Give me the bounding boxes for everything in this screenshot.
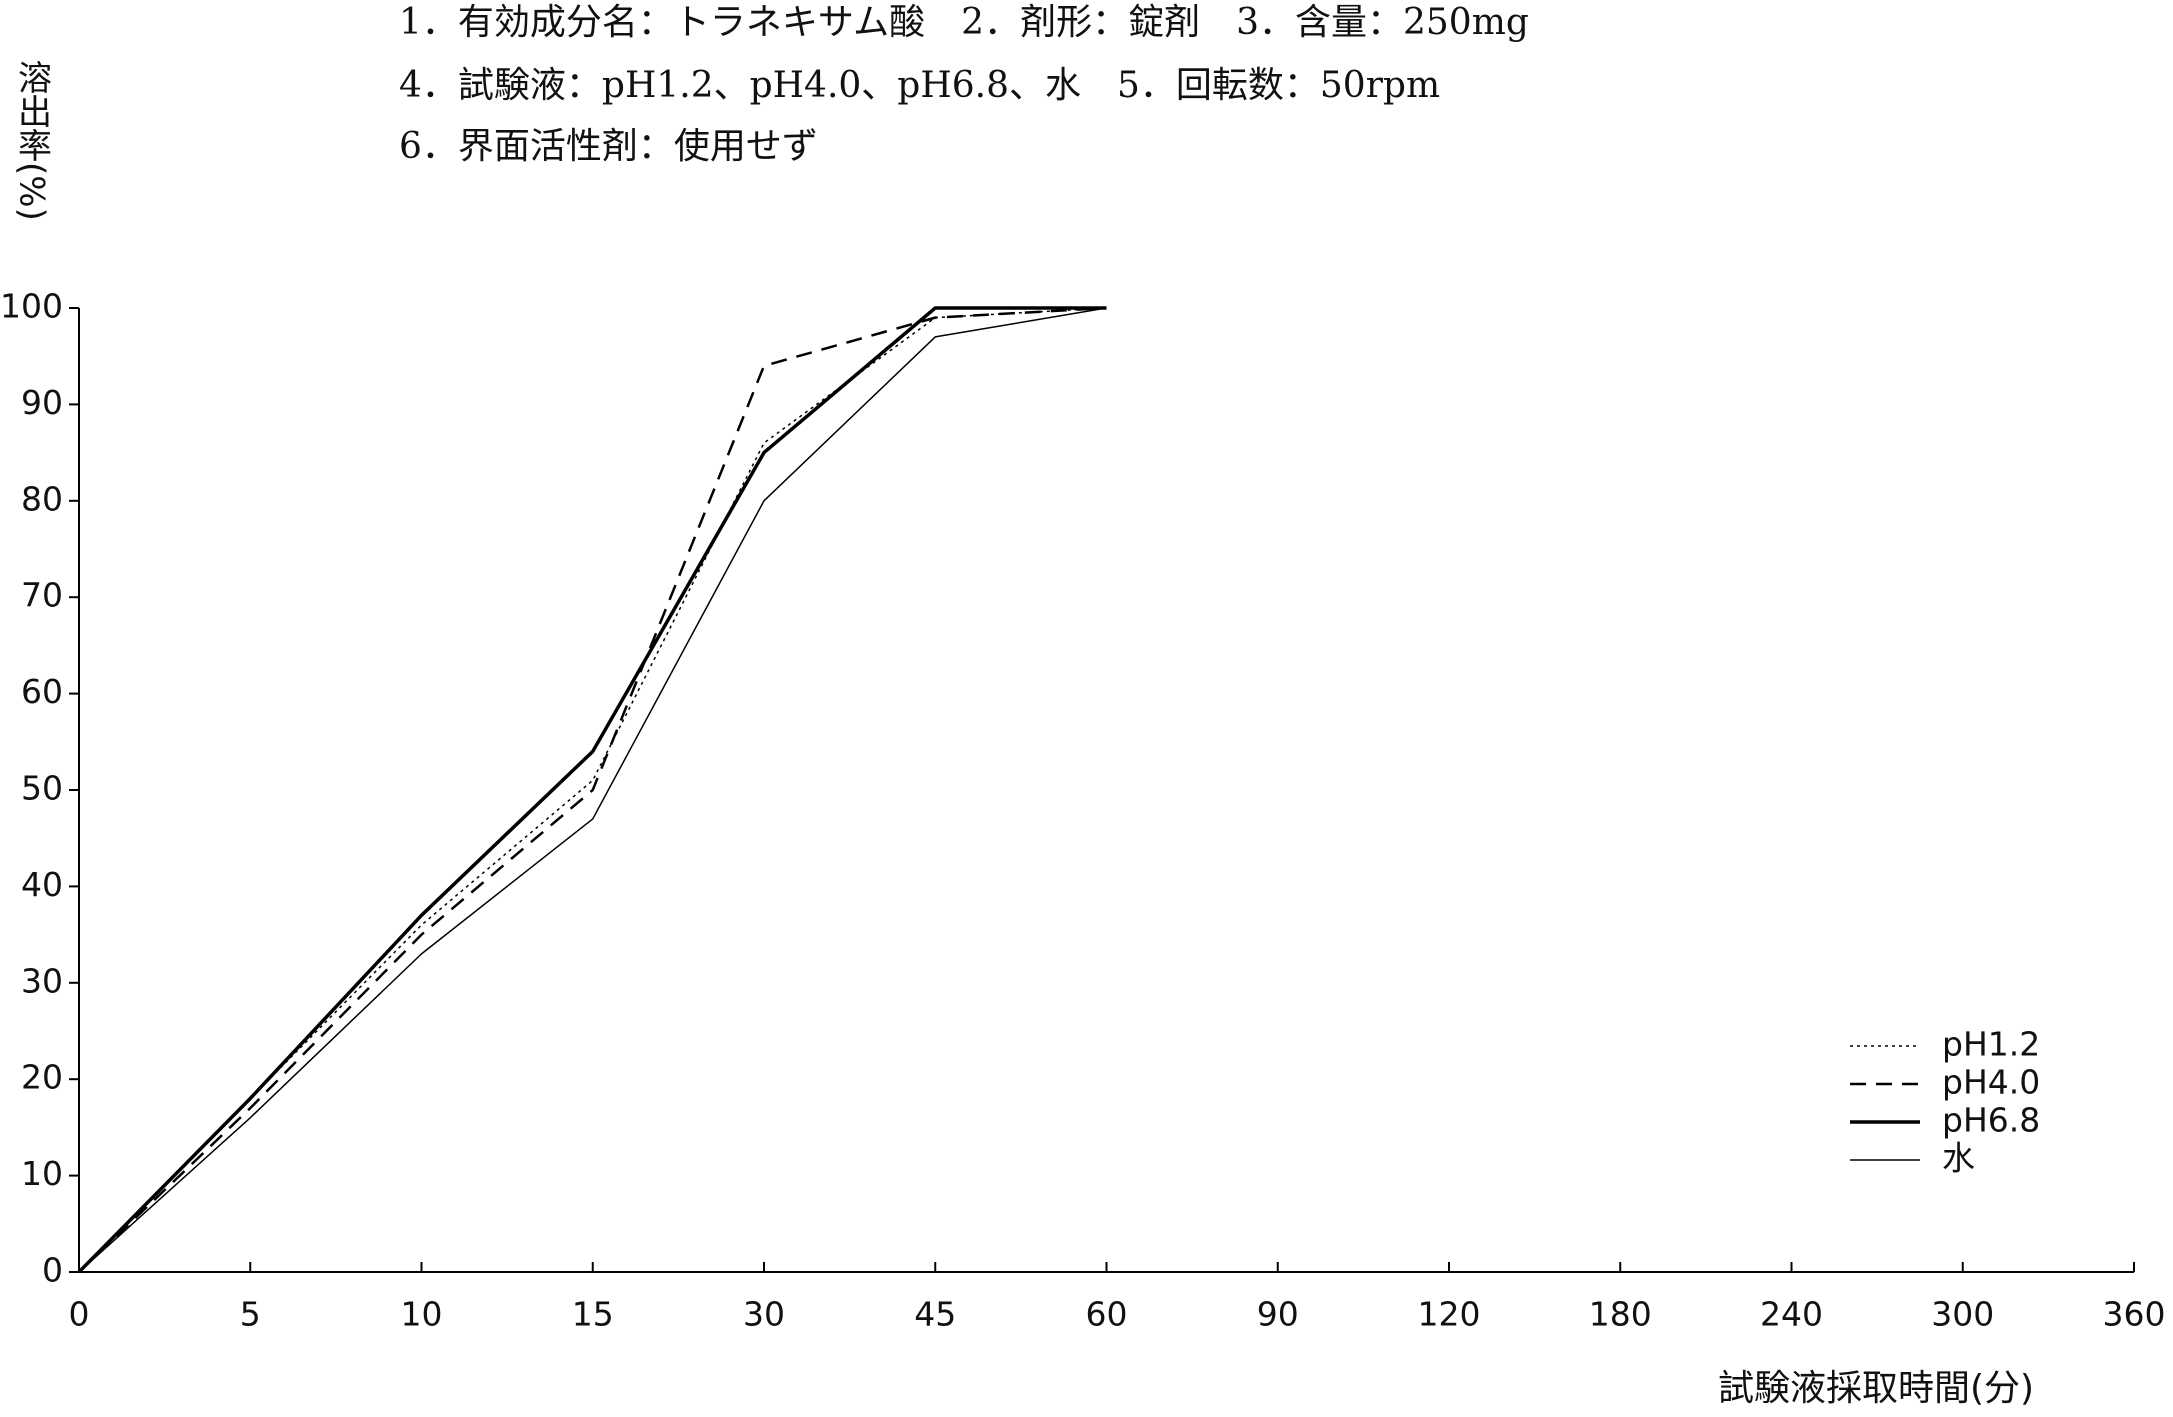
x-tick-label: 120 bbox=[1418, 1295, 1481, 1334]
y-tick-label: 60 bbox=[21, 672, 63, 711]
title-line: 4．試験液：pH1.2、pH4.0、pH6.8、水 5．回転数：50rpm bbox=[399, 65, 1440, 106]
y-tick-label: 30 bbox=[21, 961, 63, 1000]
legend-label: 水 bbox=[1942, 1139, 1975, 1178]
x-tick-label: 30 bbox=[743, 1295, 785, 1334]
y-tick-label: 70 bbox=[21, 576, 63, 615]
legend-label: pH1.2 bbox=[1942, 1025, 2040, 1064]
x-tick-label: 180 bbox=[1589, 1295, 1652, 1334]
x-tick-label: 60 bbox=[1086, 1295, 1128, 1334]
x-tick-label: 90 bbox=[1257, 1295, 1299, 1334]
x-tick-label: 45 bbox=[914, 1295, 956, 1334]
series-line bbox=[78, 307, 1107, 1273]
legend-label: pH6.8 bbox=[1942, 1101, 2040, 1140]
x-tick-label: 360 bbox=[2103, 1295, 2166, 1334]
x-tick-label: 0 bbox=[69, 1295, 90, 1334]
y-tick-label: 0 bbox=[42, 1251, 63, 1290]
x-tick-label: 240 bbox=[1760, 1295, 1823, 1334]
x-axis-label: 試験液採取時間(分) bbox=[1718, 1368, 2034, 1409]
y-tick-label: 50 bbox=[21, 769, 63, 808]
x-tick-label: 10 bbox=[401, 1295, 443, 1334]
y-tick-label: 40 bbox=[21, 865, 63, 904]
title-line: 1．有効成分名：トラネキサム酸 2．剤形：錠剤 3．含量：250mg bbox=[399, 2, 1529, 43]
x-tick-label: 300 bbox=[1931, 1295, 1994, 1334]
series-line bbox=[78, 306, 1107, 1273]
y-axis-label: 溶出率(%) bbox=[12, 60, 52, 221]
x-tick-label: 15 bbox=[572, 1295, 614, 1334]
series-line bbox=[77, 306, 1107, 1274]
y-tick-label: 80 bbox=[21, 479, 63, 518]
x-tick-label: 5 bbox=[240, 1295, 261, 1334]
y-tick-label: 100 bbox=[0, 287, 63, 326]
y-tick-label: 10 bbox=[21, 1154, 63, 1193]
y-tick-label: 20 bbox=[21, 1058, 63, 1097]
y-tick-label: 90 bbox=[21, 383, 63, 422]
title-line: 6．界面活性剤：使用せず bbox=[399, 126, 818, 167]
legend-label: pH4.0 bbox=[1942, 1063, 2040, 1102]
